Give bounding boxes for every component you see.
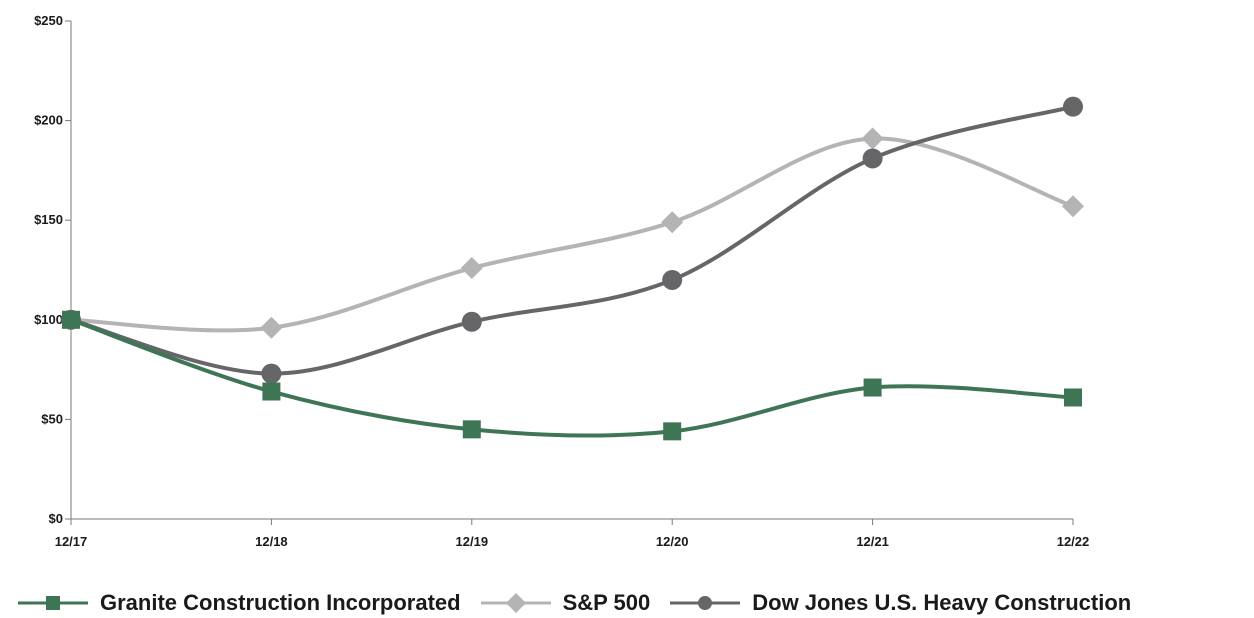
data-point-granite bbox=[1064, 388, 1082, 407]
data-point-granite bbox=[462, 420, 481, 439]
legend-label-granite: Granite Construction Incorporated bbox=[100, 590, 461, 615]
chart-legend: Granite Construction Incorporated S&P 50… bbox=[18, 588, 1254, 618]
y-tick-label: $50 bbox=[41, 411, 63, 426]
y-tick-label: $250 bbox=[34, 13, 63, 28]
x-tick-label: 12/21 bbox=[856, 534, 889, 549]
series-line-dow-jones bbox=[69, 104, 1075, 376]
data-point-granite bbox=[663, 422, 682, 441]
line-chart: $0 $50 $100 $150 $200 $250 12/17 12/18 12/19 12/2… bbox=[34, 13, 1090, 549]
data-point-dow-jones bbox=[261, 363, 282, 384]
data-point-sp500 bbox=[260, 316, 283, 339]
legend-label-dow-jones: Dow Jones U.S. Heavy Construction bbox=[752, 590, 1132, 615]
y-tick-label: $0 bbox=[49, 511, 63, 526]
y-tick-label: $150 bbox=[34, 212, 63, 227]
data-point-dow-jones bbox=[1063, 96, 1083, 117]
data-point-dow-jones bbox=[862, 148, 883, 169]
x-tick-label: 12/18 bbox=[255, 534, 288, 549]
legend-item-sp500: S&P 500 bbox=[480, 590, 651, 616]
x-tick-label: 12/17 bbox=[55, 534, 88, 549]
legend-swatch-granite bbox=[18, 596, 88, 610]
data-point-granite bbox=[62, 310, 80, 329]
legend-swatch-sp500 bbox=[480, 593, 551, 613]
x-tick-label: 12/20 bbox=[656, 534, 689, 549]
x-tick-label: 12/22 bbox=[1057, 534, 1090, 549]
data-point-sp500 bbox=[1062, 195, 1084, 218]
series-line-sp500 bbox=[69, 136, 1075, 333]
data-point-sp500 bbox=[661, 211, 684, 234]
data-point-granite bbox=[262, 382, 281, 401]
y-tick-label: $200 bbox=[34, 113, 63, 128]
data-point-dow-jones bbox=[662, 269, 683, 290]
data-point-dow-jones bbox=[461, 311, 482, 332]
data-point-sp500 bbox=[460, 257, 483, 280]
y-tick-label: $100 bbox=[34, 312, 63, 327]
legend-item-dow-jones: Dow Jones U.S. Heavy Construction bbox=[670, 590, 1131, 616]
data-point-sp500 bbox=[861, 127, 884, 150]
data-point-granite bbox=[863, 378, 882, 397]
legend-swatch-dow-jones bbox=[670, 596, 741, 610]
series-line-granite bbox=[69, 317, 1075, 438]
legend-label-sp500: S&P 500 bbox=[562, 590, 651, 615]
x-tick-label: 12/19 bbox=[456, 534, 489, 549]
legend-item-granite: Granite Construction Incorporated bbox=[18, 590, 461, 616]
